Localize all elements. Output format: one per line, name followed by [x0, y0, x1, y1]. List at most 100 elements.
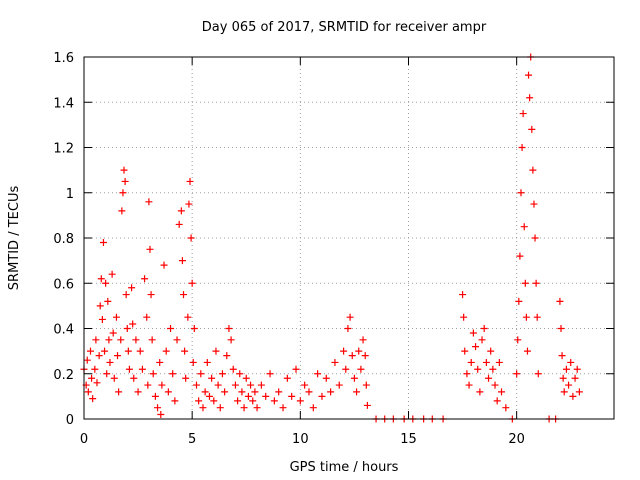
data-point [234, 397, 242, 405]
y-tick-label: 0.6 [53, 277, 74, 292]
data-point [225, 325, 233, 332]
data-point [149, 370, 157, 378]
data-point [115, 388, 123, 396]
y-tick-label: 1.4 [53, 96, 74, 111]
data-point [145, 198, 153, 206]
data-point [482, 358, 490, 366]
data-point [93, 379, 101, 387]
data-point [350, 374, 358, 382]
data-point [493, 397, 501, 405]
data-point [344, 325, 352, 332]
data-point [203, 358, 211, 366]
data-point [181, 347, 189, 355]
data-point [478, 336, 486, 344]
data-point [104, 297, 112, 305]
data-point [122, 291, 130, 299]
data-point [86, 347, 94, 355]
data-point [110, 374, 118, 382]
data-point [327, 388, 335, 396]
data-point [474, 365, 482, 373]
data-point [95, 352, 103, 360]
data-point [164, 388, 172, 396]
data-point [199, 404, 207, 412]
data-point [108, 270, 116, 278]
data-point [521, 279, 529, 287]
data-point [251, 388, 259, 396]
data-point [136, 347, 144, 355]
data-point [565, 381, 573, 389]
data-point [158, 381, 166, 389]
data-point [522, 313, 530, 321]
data-point [346, 313, 354, 321]
y-tick-label: 1 [66, 187, 74, 202]
data-point [101, 347, 109, 355]
data-point [498, 388, 506, 396]
data-point [322, 374, 330, 382]
data-point [146, 245, 154, 253]
data-point [186, 177, 194, 185]
data-point [558, 352, 566, 360]
data-point [216, 404, 224, 412]
data-point [197, 370, 205, 378]
data-point [105, 336, 113, 344]
data-point [363, 401, 371, 409]
data-point [141, 275, 149, 283]
data-point [270, 397, 278, 405]
data-point [130, 374, 138, 382]
data-point [99, 239, 107, 247]
y-axis-label: SRMTID / TECUs [7, 186, 22, 291]
data-point [279, 404, 287, 412]
data-point [102, 279, 110, 287]
data-point [362, 381, 370, 389]
data-point [84, 388, 92, 396]
y-tick-label: 1.6 [53, 51, 74, 66]
data-point [96, 302, 104, 310]
data-point [185, 200, 193, 208]
x-tick-label: 15 [400, 432, 417, 447]
data-point [513, 370, 521, 378]
data-point [296, 397, 304, 405]
data-point [210, 397, 218, 405]
data-point [124, 347, 132, 355]
data-point [305, 388, 313, 396]
data-point [262, 392, 270, 400]
data-point [534, 370, 542, 378]
data-point [120, 166, 128, 174]
data-point [138, 365, 146, 373]
y-tick-label: 0.2 [53, 368, 74, 383]
data-point [318, 392, 326, 400]
data-point [98, 315, 106, 323]
data-point [134, 388, 142, 396]
plot-frame [83, 56, 615, 420]
data-point [531, 234, 539, 242]
data-point [567, 358, 575, 366]
data-point [361, 352, 369, 360]
data-point [353, 388, 361, 396]
data-point [288, 392, 296, 400]
data-point [162, 347, 170, 355]
data-point [560, 388, 568, 396]
data-point [229, 365, 237, 373]
data-point [205, 392, 213, 400]
data-point [171, 397, 179, 405]
data-point [212, 347, 220, 355]
data-point [109, 329, 117, 337]
data-point [335, 381, 343, 389]
data-point [92, 336, 100, 344]
data-point [231, 381, 239, 389]
y-tick-label: 0 [66, 413, 74, 428]
chart-title: Day 065 of 2017, SRMTID for receiver amp… [202, 20, 487, 35]
data-point [106, 358, 114, 366]
data-point [178, 257, 186, 265]
y-tick-label: 1.2 [53, 142, 74, 157]
data-point [173, 336, 181, 344]
data-point [476, 388, 484, 396]
data-point [247, 381, 255, 389]
data-point [348, 352, 356, 360]
data-point [491, 381, 499, 389]
data-point [143, 313, 151, 321]
data-point [292, 365, 300, 373]
data-point [342, 365, 350, 373]
data-point [495, 358, 503, 366]
